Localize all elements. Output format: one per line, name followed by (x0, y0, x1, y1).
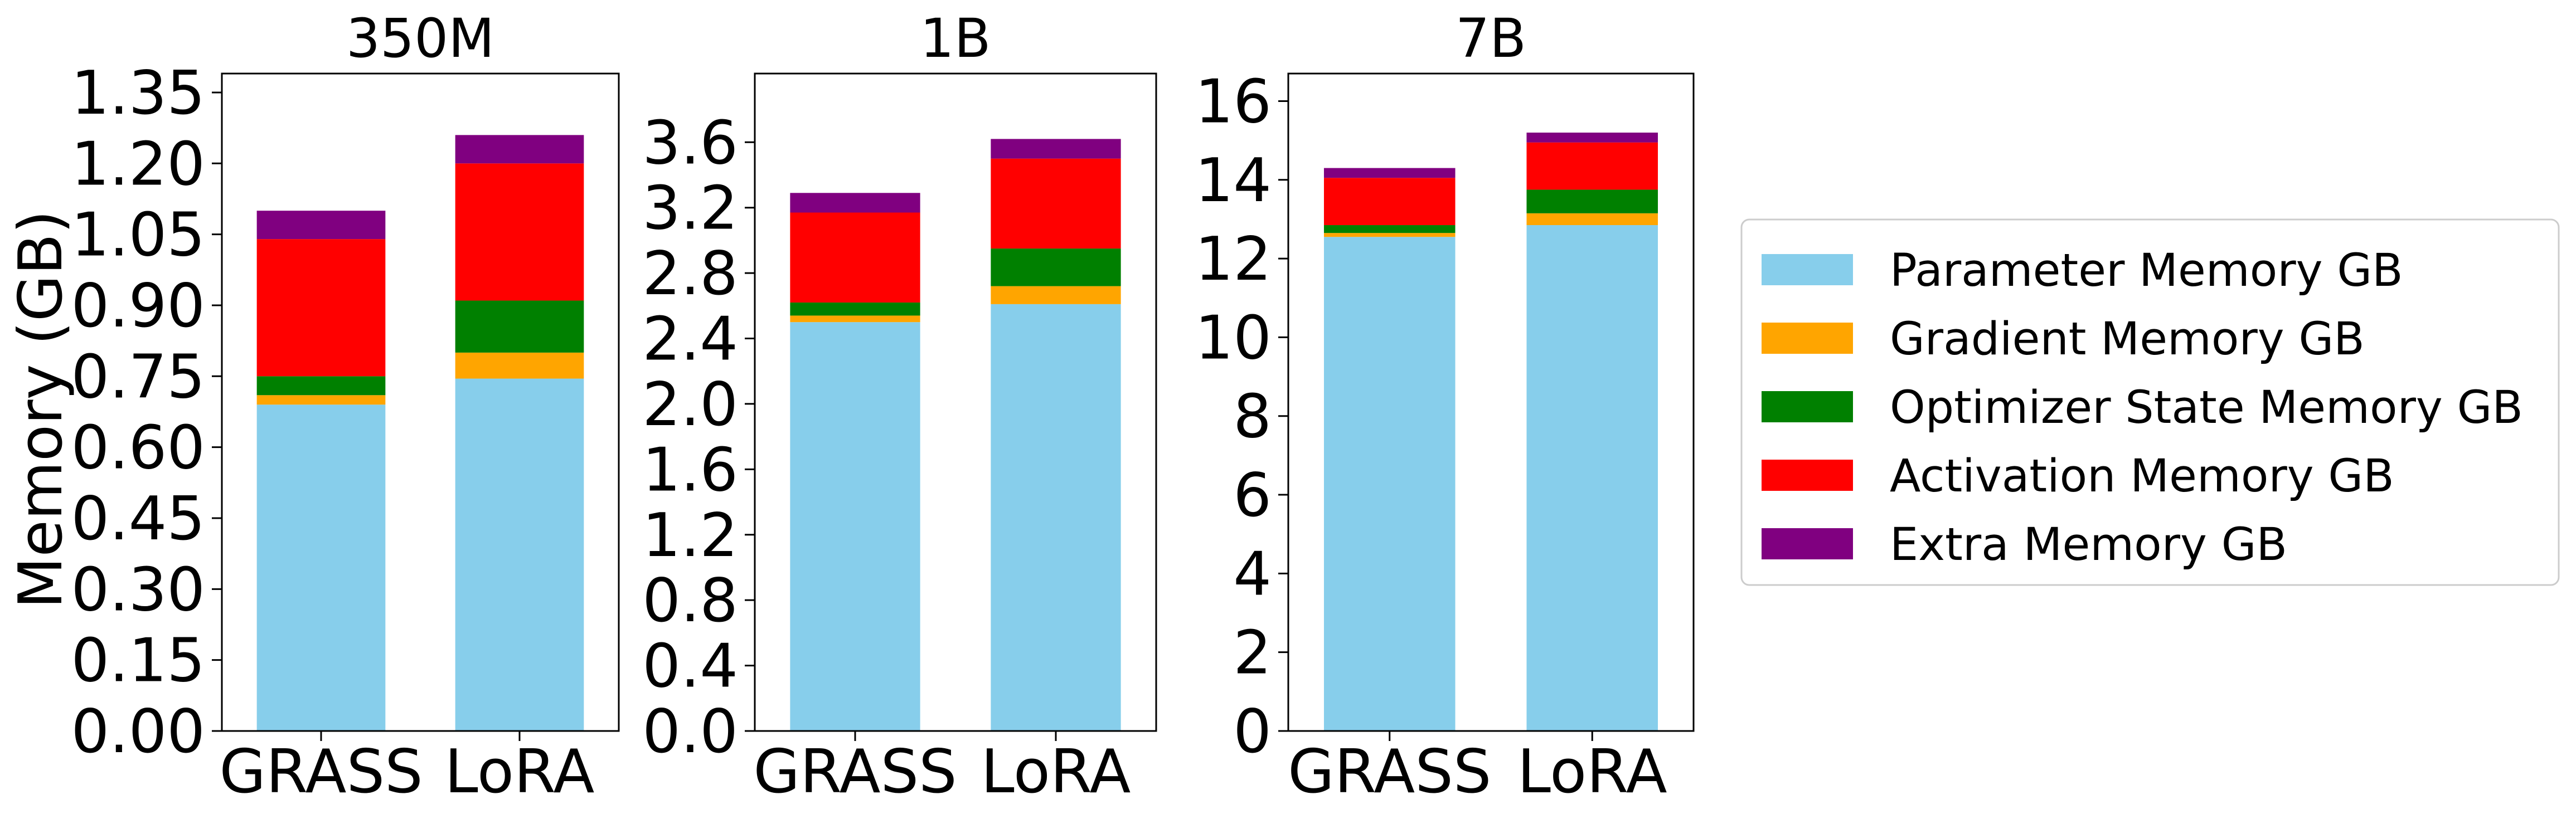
bar-1b-grass-gradient-memory-gb (790, 315, 920, 323)
y-tick-label: 0.60 (71, 413, 205, 483)
y-tick-label: 0.00 (71, 697, 205, 767)
bar-1b-grass-extra-memory-gb (790, 193, 920, 213)
bar-350m-lora-parameter-memory-gb (455, 378, 584, 731)
legend-label: Optimizer State Memory GB (1890, 382, 2523, 434)
y-tick-label: 16 (1195, 67, 1272, 136)
legend: Parameter Memory GB Gradient Memory GB Opt… (1740, 218, 2560, 586)
legend-swatch (1762, 323, 1853, 354)
plot-frame (221, 72, 620, 732)
plot-frame (1287, 72, 1695, 732)
chart-panels: 0.000.150.300.450.600.750.901.051.201.35… (71, 7, 1695, 807)
y-tick-label: 4 (1233, 539, 1272, 609)
bar-7b-grass-parameter-memory-gb (1323, 237, 1456, 731)
legend-label: Gradient Memory GB (1890, 313, 2365, 365)
legend-swatch (1762, 391, 1853, 422)
bar-7b-grass-optimizer-state-memory-gb (1323, 225, 1456, 233)
panel-7b: 0 2 4 6 8 10 12 14 16 GRASS LoRA 7B (1195, 7, 1695, 807)
bar-1b-lora-extra-memory-gb (991, 139, 1121, 159)
bar-7b-lora-activation-memory-gb (1526, 142, 1658, 190)
x-tick-label: GRASS (219, 737, 423, 807)
y-tick-label: 0.15 (71, 626, 205, 696)
bar-7b-lora-optimizer-state-memory-gb (1526, 189, 1658, 213)
bar-7b-lora-extra-memory-gb (1526, 132, 1658, 143)
legend-item-parameter-memory-gb: Parameter Memory GB (1762, 245, 2403, 297)
bar-7b-lora-parameter-memory-gb (1526, 225, 1658, 732)
bar-1b-grass-parameter-memory-gb (790, 322, 920, 731)
y-tick-label: 1.6 (642, 435, 738, 505)
y-axis-label: Memory (GB) (6, 210, 76, 609)
bar-7b-grass-activation-memory-gb (1323, 178, 1456, 226)
y-tick-label: 1.2 (642, 501, 738, 571)
panel-1b: 0.00.40.81.21.62.02.42.83.23.6 GRASS LoRA 1… (642, 7, 1157, 807)
bar-350m-grass-parameter-memory-gb (256, 404, 386, 731)
y-tick-label: 6 (1233, 461, 1272, 530)
y-tick-label: 0.8 (642, 566, 738, 636)
y-tick-label: 2.4 (642, 305, 738, 374)
bar-350m-grass-gradient-memory-gb (256, 395, 386, 405)
panel-title: 7B (1456, 7, 1526, 70)
bar-1b-lora-parameter-memory-gb (991, 304, 1121, 731)
legend-item-extra-memory-gb: Extra Memory GB (1762, 519, 2287, 571)
legend-swatch (1762, 460, 1853, 491)
legend-swatch (1762, 528, 1853, 559)
legend-item-activation-memory-gb: Activation Memory GB (1762, 450, 2394, 503)
y-tick-label: 2.0 (642, 370, 738, 440)
y-tick-label: 8 (1233, 382, 1272, 452)
x-tick-label: LoRA (1517, 737, 1667, 807)
y-tick-label: 2.8 (642, 239, 738, 309)
bar-350m-lora-gradient-memory-gb (455, 352, 584, 379)
legend-label: Activation Memory GB (1890, 450, 2394, 503)
legend-label: Extra Memory GB (1890, 519, 2287, 571)
plot-frame (754, 72, 1157, 732)
y-tick-label: 3.6 (642, 108, 738, 178)
y-tick-label: 0.0 (642, 697, 738, 767)
bar-350m-grass-extra-memory-gb (256, 211, 386, 240)
legend-box (1740, 218, 2560, 586)
bar-350m-grass-optimizer-state-memory-gb (256, 376, 386, 396)
y-tick-label: 0.4 (642, 632, 738, 701)
legend-item-optimizer-state-memory-gb: Optimizer State Memory GB (1762, 382, 2523, 434)
y-tick-label: 0.45 (71, 484, 205, 554)
y-tick-label: 10 (1195, 303, 1272, 373)
y-tick-label: 14 (1195, 146, 1272, 216)
x-tick-label: LoRA (445, 737, 595, 807)
y-tick-label: 1.20 (71, 129, 205, 199)
x-tick-label: GRASS (753, 737, 957, 807)
panel-350m: 0.000.150.300.450.600.750.901.051.201.35… (71, 7, 620, 807)
bar-7b-lora-gradient-memory-gb (1526, 213, 1658, 226)
y-tick-label: 0.30 (71, 555, 205, 625)
bar-7b-grass-extra-memory-gb (1323, 168, 1456, 178)
bar-7b-grass-gradient-memory-gb (1323, 233, 1456, 237)
legend-label: Parameter Memory GB (1890, 245, 2403, 297)
legend-swatch (1762, 254, 1853, 285)
panel-title: 350M (346, 7, 494, 70)
bar-350m-lora-extra-memory-gb (455, 135, 584, 164)
bar-1b-lora-gradient-memory-gb (991, 286, 1121, 304)
x-tick-label: LoRA (981, 737, 1131, 807)
bar-350m-grass-activation-memory-gb (256, 239, 386, 377)
panel-title: 1B (920, 7, 991, 70)
bar-1b-lora-optimizer-state-memory-gb (991, 248, 1121, 286)
y-tick-label: 12 (1195, 225, 1272, 294)
legend-item-gradient-memory-gb: Gradient Memory GB (1762, 313, 2365, 365)
y-tick-label: 1.05 (71, 201, 205, 270)
bar-350m-lora-optimizer-state-memory-gb (455, 300, 584, 353)
y-tick-label: 1.35 (71, 58, 205, 128)
bar-1b-grass-optimizer-state-memory-gb (790, 302, 920, 316)
y-tick-label: 0 (1233, 697, 1272, 767)
bar-1b-lora-activation-memory-gb (991, 158, 1121, 249)
y-tick-label: 0.90 (71, 271, 205, 341)
bar-350m-lora-activation-memory-gb (455, 163, 584, 301)
bar-1b-grass-activation-memory-gb (790, 212, 920, 303)
y-tick-label: 0.75 (71, 342, 205, 412)
y-tick-label: 2 (1233, 618, 1272, 688)
y-tick-label: 3.2 (642, 174, 738, 243)
x-tick-label: GRASS (1288, 737, 1491, 807)
